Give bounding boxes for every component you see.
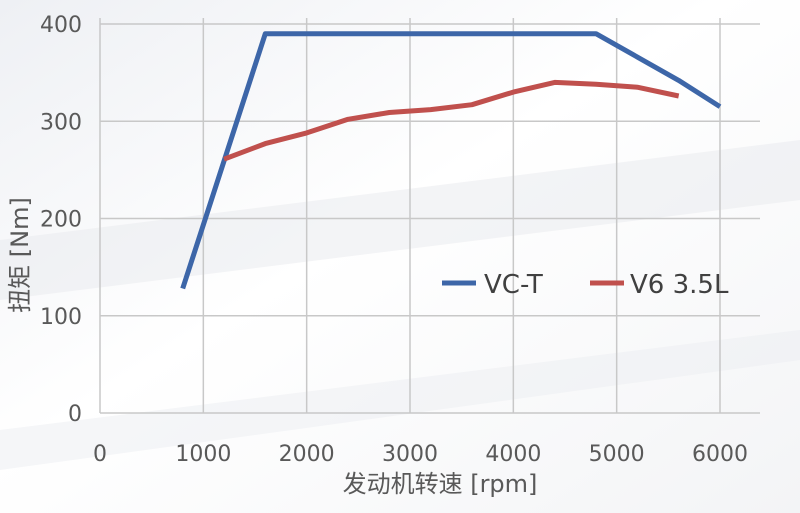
x-tick-labels: 0 1000 2000 3000 4000 5000 6000 bbox=[93, 442, 748, 467]
y-axis-label: 扭矩 [Nm] bbox=[6, 197, 34, 313]
series-group bbox=[180, 31, 722, 290]
y-tick-label: 0 bbox=[68, 402, 82, 427]
y-tick-label: 100 bbox=[40, 305, 82, 330]
x-tick-label: 6000 bbox=[692, 442, 748, 467]
legend-label: V6 3.5L bbox=[630, 270, 729, 300]
y-tick-label: 200 bbox=[40, 208, 82, 233]
series-line-vc-t bbox=[180, 31, 722, 290]
x-tick-label: 5000 bbox=[589, 442, 645, 467]
x-tick-label: 3000 bbox=[382, 442, 438, 467]
grid-lines bbox=[99, 18, 760, 414]
legend-label: VC-T bbox=[484, 270, 543, 300]
x-tick-label: 1000 bbox=[175, 442, 231, 467]
y-tick-label: 400 bbox=[40, 13, 82, 38]
background-streak bbox=[0, 140, 800, 300]
x-tick-label: 4000 bbox=[485, 442, 541, 467]
y-tick-label: 300 bbox=[40, 110, 82, 135]
series-line-v6-3-5l bbox=[223, 79, 680, 162]
legend: VC-T V6 3.5L bbox=[442, 270, 729, 300]
x-tick-label: 0 bbox=[93, 442, 107, 467]
y-tick-labels: 0 100 200 300 400 bbox=[40, 13, 82, 427]
background-streak-lower bbox=[0, 330, 800, 470]
x-axis-label: 发动机转速 [rpm] bbox=[343, 470, 538, 498]
x-tick-label: 2000 bbox=[279, 442, 335, 467]
